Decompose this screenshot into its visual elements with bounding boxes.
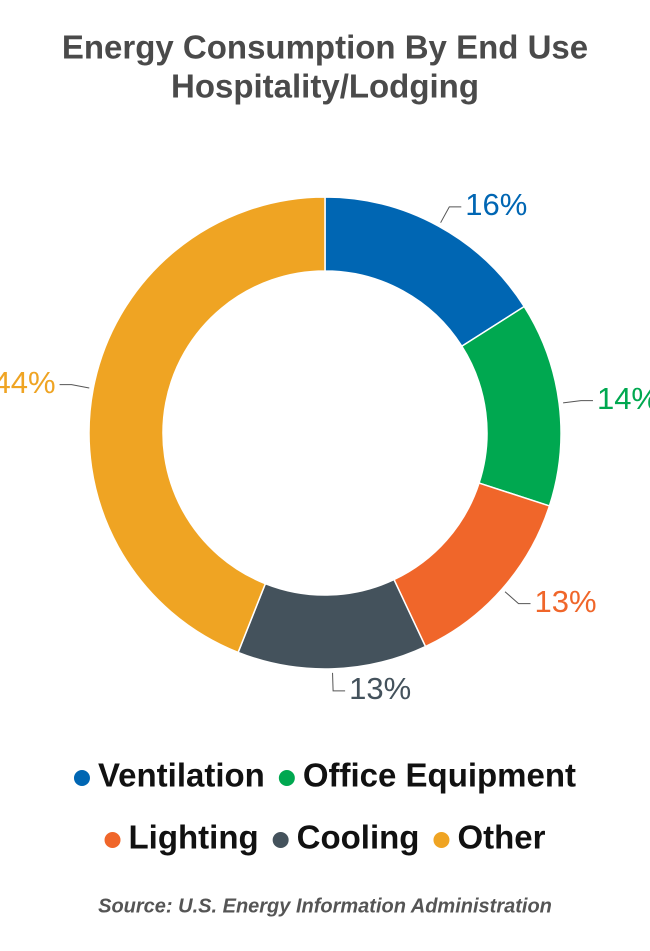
leader-line <box>332 672 346 692</box>
legend-item: Cooling <box>272 819 420 856</box>
legend-row: Lighting Cooling Other <box>104 819 546 856</box>
legend-item: Lighting <box>104 819 259 856</box>
value-label: 16% <box>465 187 527 222</box>
legend-label: Ventilation <box>98 757 265 794</box>
legend-item: Ventilation <box>73 757 265 794</box>
leader-line <box>504 591 531 605</box>
legend-label: Cooling <box>297 819 420 856</box>
legend-label: Lighting <box>129 819 259 856</box>
leader-line <box>440 206 462 223</box>
legend-label: Other <box>457 819 545 856</box>
leader-line <box>59 384 90 389</box>
legend-item: Office Equipment <box>278 757 576 794</box>
chart-title: Hospitality/Lodging <box>171 68 479 105</box>
donut-slice <box>237 578 427 670</box>
donut-slice <box>460 305 562 507</box>
value-label: 13% <box>349 671 411 706</box>
legend-item: Other <box>433 819 546 856</box>
legend-label: Office Equipment <box>303 757 576 794</box>
donut-slice <box>88 196 326 654</box>
legend-row: Ventilation Office Equipment <box>73 757 576 794</box>
legend-marker <box>278 770 295 786</box>
value-label: 13% <box>535 584 597 619</box>
legend-marker <box>73 770 90 786</box>
legend-marker <box>104 832 121 848</box>
legend-marker <box>272 832 289 848</box>
leader-line <box>563 400 593 404</box>
value-label: 14% <box>597 381 650 416</box>
value-label: 44% <box>0 365 56 400</box>
source: Source: U.S. Energy Information Administ… <box>98 895 552 917</box>
chart-title: Energy Consumption By End Use <box>62 29 588 66</box>
donut-slice <box>392 482 551 648</box>
legend-marker <box>433 832 450 848</box>
